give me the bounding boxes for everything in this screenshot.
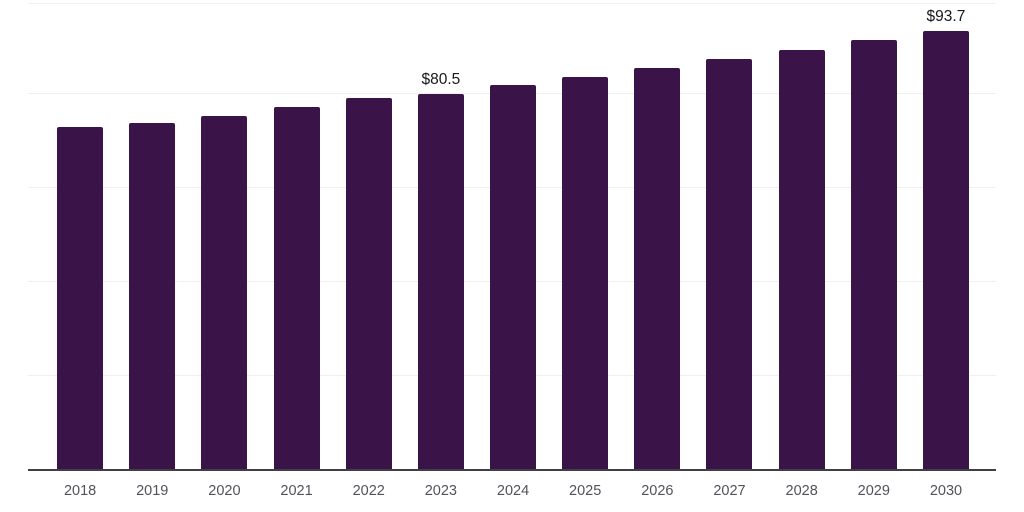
x-tick-2028: 2028 (785, 483, 818, 499)
x-tick-2029: 2029 (857, 483, 890, 499)
bars-layer: $80.5 (44, 0, 982, 471)
bar-slot-2019 (116, 0, 188, 471)
bar-slot-2029 (838, 0, 910, 471)
bar-2020[interactable] (201, 116, 248, 471)
bar-2026[interactable] (634, 68, 681, 471)
bar-slot-2028 (766, 0, 838, 471)
x-tick-2021: 2021 (280, 483, 313, 499)
bar-slot-2022 (333, 0, 405, 471)
x-tick-2026: 2026 (641, 483, 674, 499)
bar-2023[interactable]: $80.5 (417, 71, 464, 471)
bar-slot-2030: $93.7 (910, 0, 982, 471)
x-tick-2024: 2024 (496, 483, 530, 499)
bar-value-label: $93.7 (926, 8, 966, 25)
bar-2030[interactable]: $93.7 (922, 8, 969, 471)
bar-2021[interactable] (273, 107, 320, 471)
x-axis-line (28, 469, 996, 471)
bar-slot-2021 (260, 0, 332, 471)
gridline (28, 3, 996, 4)
bar-2029[interactable] (850, 40, 897, 471)
x-tick-2027: 2027 (713, 483, 746, 499)
bar-slot-2020 (188, 0, 260, 471)
x-tick-2018: 2018 (63, 483, 97, 499)
bar-slot-2025 (549, 0, 621, 471)
bar-slot-2026 (621, 0, 693, 471)
bar-2028[interactable] (778, 50, 825, 471)
bar-2022[interactable] (345, 98, 392, 471)
bar-value-label: $80.5 (421, 71, 461, 88)
x-tick-2019: 2019 (136, 483, 169, 499)
bar-slot-2027 (693, 0, 765, 471)
bar-2027[interactable] (706, 59, 753, 471)
x-tick-2023: 2023 (424, 483, 457, 499)
bar-2019[interactable] (129, 123, 176, 471)
x-tick-2022: 2022 (352, 483, 385, 499)
bar-2025[interactable] (562, 77, 609, 471)
bar-slot-2018 (44, 0, 116, 471)
x-axis-tick-labels: 2018 2019 2020 2021 2022 2023 2024 2025 … (44, 481, 982, 505)
x-tick-2030: 2030 (929, 483, 963, 499)
x-tick-2020: 2020 (208, 483, 241, 499)
bar-slot-2024 (477, 0, 549, 471)
plot-area: $80.5 (28, 0, 996, 471)
bar-2024[interactable] (490, 85, 537, 471)
bar-slot-2023: $80.5 (405, 0, 477, 471)
x-tick-2025: 2025 (569, 483, 602, 499)
bar-2018[interactable] (57, 127, 104, 471)
